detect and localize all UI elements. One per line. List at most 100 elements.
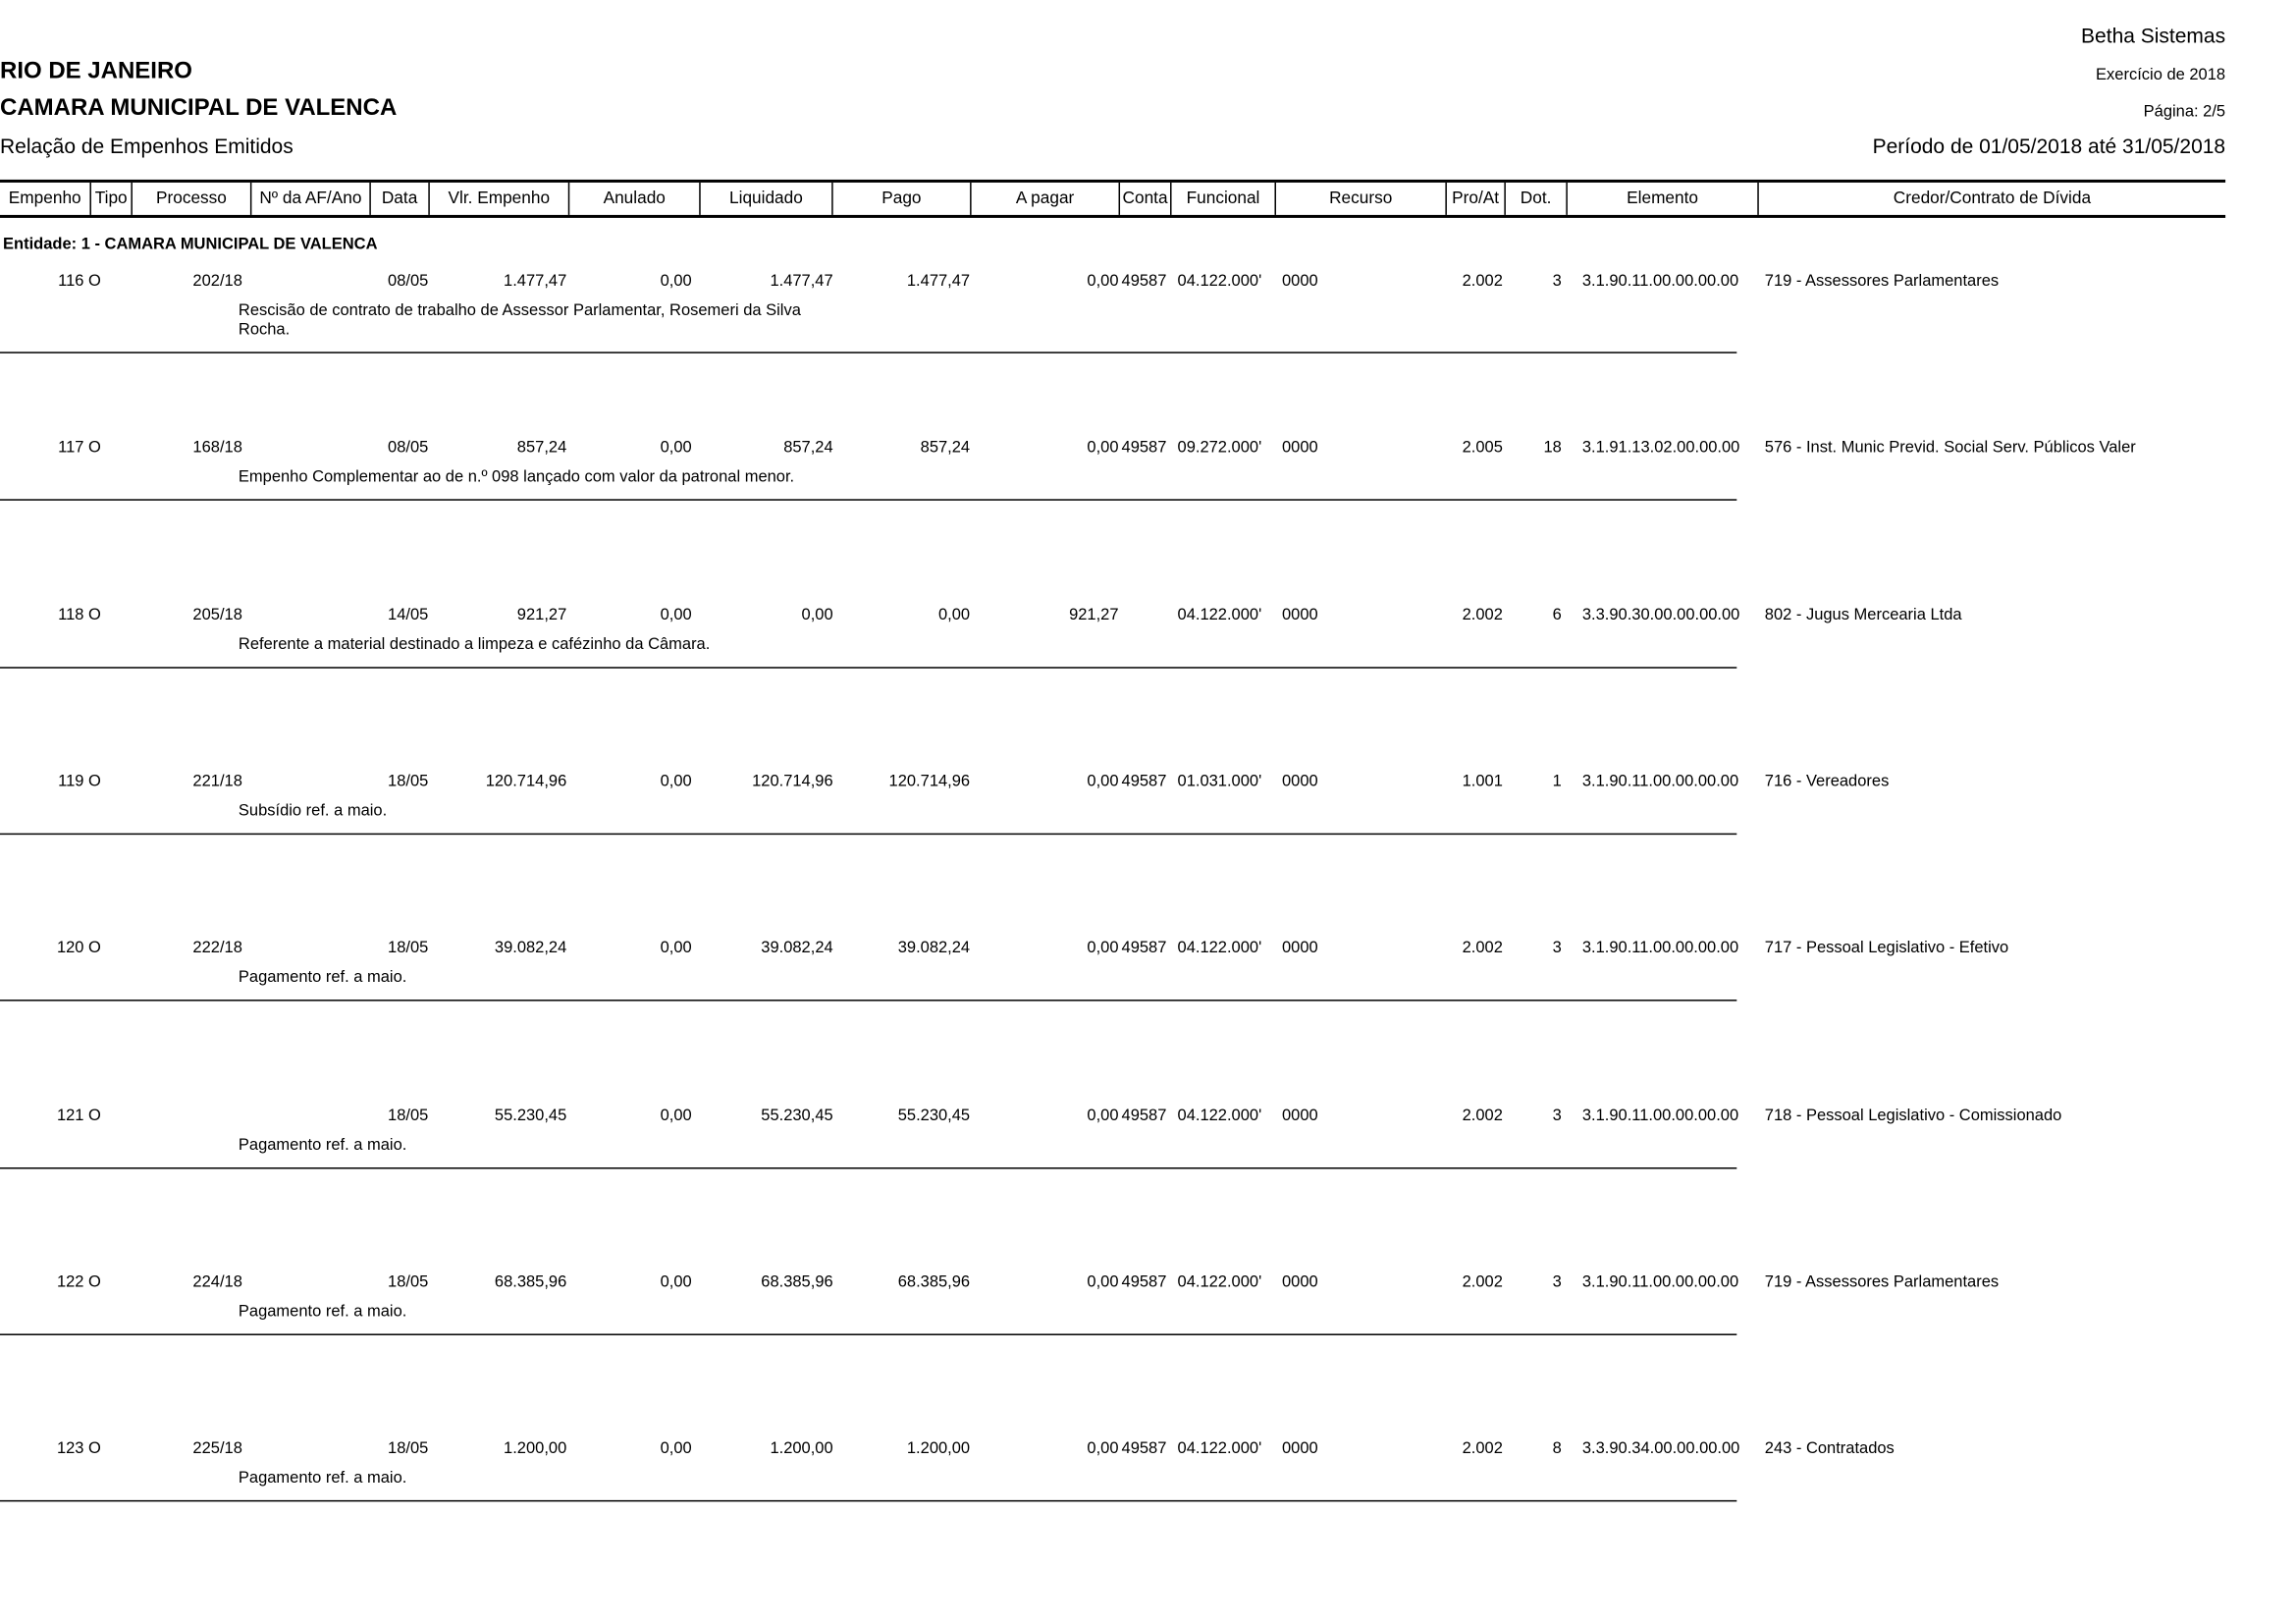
exercise-year: Exercício de 2018 xyxy=(2096,66,2226,84)
cell-recurso: 0000 xyxy=(1281,1439,1318,1458)
cell-empenho: 123 xyxy=(56,1439,84,1458)
cell-liquidado: 68.385,96 xyxy=(761,1272,833,1291)
cell-dot: 3 xyxy=(1552,1106,1562,1124)
cell-empenho: 121 xyxy=(56,1106,84,1124)
cell-anulado: 0,00 xyxy=(660,773,692,791)
column-header: Empenho xyxy=(8,189,81,208)
cell-apagar: 0,00 xyxy=(1087,939,1119,957)
cell-vlr: 39.082,24 xyxy=(494,939,567,957)
column-header: Data xyxy=(369,182,428,215)
cell-vlr: 55.230,45 xyxy=(494,1106,567,1124)
cell-elemento: 3.1.90.11.00.00.00.00 xyxy=(1581,773,1739,791)
column-header: Dot. xyxy=(1504,182,1566,215)
cell-anulado: 0,00 xyxy=(660,272,692,291)
column-header: Recurso xyxy=(1274,182,1445,215)
column-header: Pago xyxy=(831,182,970,215)
cell-processo: 221/18 xyxy=(192,773,242,791)
cell-apagar: 0,00 xyxy=(1087,439,1119,458)
cell-credor: 719 - Assessores Parlamentares xyxy=(1764,1272,2000,1291)
cell-proat: 2.002 xyxy=(1462,939,1503,957)
cell-data: 18/05 xyxy=(388,1272,429,1291)
cell-recurso: 0000 xyxy=(1281,1272,1318,1291)
cell-dot: 6 xyxy=(1552,606,1562,624)
cell-processo: 222/18 xyxy=(192,939,242,957)
cell-recurso: 0000 xyxy=(1281,606,1318,624)
cell-proat: 2.002 xyxy=(1462,606,1503,624)
cell-funcional: 09.272.000' xyxy=(1177,439,1262,458)
cell-credor: 802 - Jugus Mercearia Ltda xyxy=(1764,606,1962,624)
column-header: Funcional xyxy=(1170,182,1274,215)
row-separator xyxy=(0,1500,1737,1502)
cell-tipo: O xyxy=(87,939,101,957)
cell-processo: 202/18 xyxy=(192,272,242,291)
cell-credor: 243 - Contratados xyxy=(1764,1439,1895,1458)
cell-apagar: 921,27 xyxy=(1069,606,1119,624)
cell-apagar: 0,00 xyxy=(1087,272,1119,291)
cell-pago: 68.385,96 xyxy=(897,1272,971,1291)
cell-tipo: O xyxy=(87,272,101,291)
cell-processo: 224/18 xyxy=(192,1272,242,1291)
cell-conta: 49587 xyxy=(1121,1106,1167,1124)
column-header: Conta xyxy=(1118,182,1170,215)
cell-processo: 225/18 xyxy=(192,1439,242,1458)
column-header: Anulado xyxy=(567,182,699,215)
cell-tipo: O xyxy=(87,773,101,791)
row-separator xyxy=(0,1000,1737,1001)
column-header: Elemento xyxy=(1566,182,1757,215)
cell-proat: 2.002 xyxy=(1462,1106,1503,1124)
column-header: Processo xyxy=(131,182,249,215)
cell-funcional: 04.122.000' xyxy=(1177,272,1262,291)
cell-anulado: 0,00 xyxy=(660,606,692,624)
row-separator xyxy=(0,499,1737,502)
row-description: Pagamento ref. a maio. xyxy=(238,1135,407,1154)
cell-conta: 49587 xyxy=(1121,773,1167,791)
cell-liquidado: 1.200,00 xyxy=(770,1439,833,1458)
cell-dot: 3 xyxy=(1552,272,1562,291)
cell-recurso: 0000 xyxy=(1281,272,1318,291)
cell-conta: 49587 xyxy=(1121,939,1167,957)
cell-apagar: 0,00 xyxy=(1087,773,1119,791)
entity-group-label: Entidade: 1 - CAMARA MUNICIPAL DE VALENC… xyxy=(2,235,378,253)
column-header: A pagar xyxy=(970,182,1118,215)
cell-vlr: 857,24 xyxy=(516,439,567,458)
cell-empenho: 116 xyxy=(58,272,84,291)
cell-processo: 205/18 xyxy=(192,606,242,624)
cell-empenho: 118 xyxy=(58,606,84,624)
row-description: Rescisão de contrato de trabalho de Asse… xyxy=(238,301,801,320)
cell-credor: 719 - Assessores Parlamentares xyxy=(1764,272,2000,291)
state-title: RIO DE JANEIRO xyxy=(0,58,192,84)
cell-proat: 2.002 xyxy=(1462,272,1503,291)
row-separator xyxy=(0,1333,1737,1335)
column-header: Liquidado xyxy=(699,182,831,215)
cell-proat: 2.002 xyxy=(1462,1272,1503,1291)
cell-liquidado: 1.477,47 xyxy=(770,272,833,291)
cell-dot: 18 xyxy=(1543,439,1562,458)
cell-anulado: 0,00 xyxy=(660,439,692,458)
cell-credor: 718 - Pessoal Legislativo - Comissionado xyxy=(1764,1106,2062,1124)
cell-funcional: 04.122.000' xyxy=(1177,1439,1262,1458)
row-description: Pagamento ref. a maio. xyxy=(238,1302,407,1321)
cell-pago: 1.200,00 xyxy=(906,1439,971,1458)
cell-tipo: O xyxy=(87,1439,101,1458)
cell-apagar: 0,00 xyxy=(1087,1106,1119,1124)
row-description: Empenho Complementar ao de n.º 098 lança… xyxy=(238,468,795,487)
cell-elemento: 3.1.90.11.00.00.00.00 xyxy=(1581,1106,1739,1124)
row-separator xyxy=(0,1166,1737,1168)
cell-pago: 55.230,45 xyxy=(897,1106,971,1124)
cell-pago: 1.477,47 xyxy=(906,272,971,291)
row-separator xyxy=(0,666,1737,669)
cell-anulado: 0,00 xyxy=(660,1272,692,1291)
page-number: Página: 2/5 xyxy=(2143,102,2226,121)
cell-elemento: 3.1.91.13.02.00.00.00 xyxy=(1581,439,1740,458)
cell-data: 08/05 xyxy=(388,439,429,458)
cell-vlr: 120.714,96 xyxy=(485,773,567,791)
cell-liquidado: 39.082,24 xyxy=(761,939,833,957)
cell-conta: 49587 xyxy=(1121,1439,1167,1458)
column-header: Credor/Contrato de Dívida xyxy=(1757,182,2225,215)
cell-anulado: 0,00 xyxy=(660,939,692,957)
cell-elemento: 3.1.90.11.00.00.00.00 xyxy=(1581,939,1739,957)
cell-vlr: 1.200,00 xyxy=(504,1439,567,1458)
column-header: Vlr. Empenho xyxy=(428,182,567,215)
cell-credor: 576 - Inst. Munic Previd. Social Serv. P… xyxy=(1764,439,2136,458)
